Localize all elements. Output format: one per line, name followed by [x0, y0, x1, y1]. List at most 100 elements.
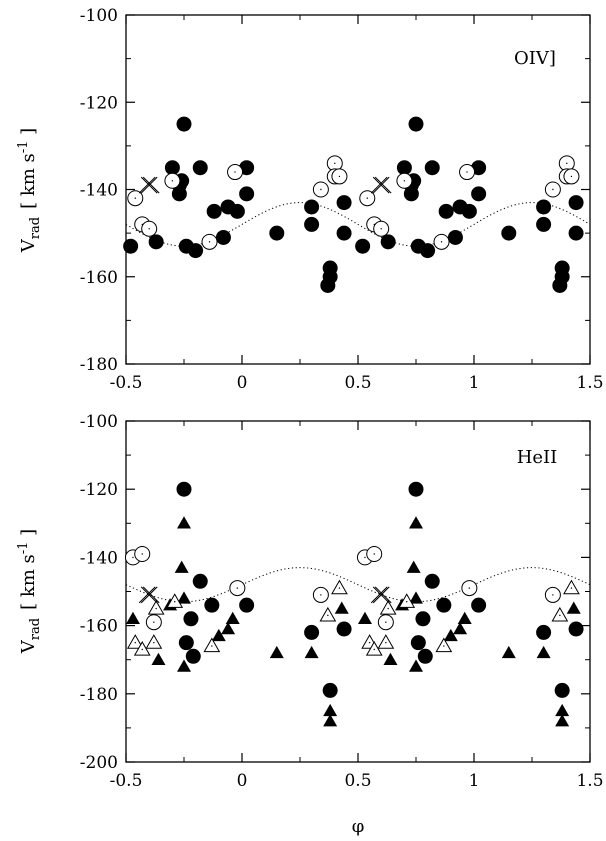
data-point-center-dot [552, 188, 554, 191]
data-point-filled-circle [148, 234, 164, 250]
y-tick-label: -100 [80, 412, 118, 432]
data-point-center-dot [236, 587, 239, 589]
data-point-filled-triangle [221, 622, 236, 635]
plot-frame [125, 420, 591, 763]
data-point-center-dot [153, 641, 155, 644]
data-point-filled-triangle [177, 516, 191, 529]
data-point-open-triangle [145, 634, 163, 649]
data-point-filled-circle [239, 597, 255, 613]
data-point-filled-circle [554, 682, 570, 698]
data-point-filled-circle [336, 225, 352, 241]
data-point-filled-circle [304, 216, 320, 232]
data-point-filled-triangle [443, 628, 458, 642]
y-label-exp: -1 [16, 542, 31, 555]
data-point-filled-circle [185, 648, 201, 664]
data-point-filled-triangle [536, 645, 551, 659]
data-point-filled-triangle [211, 628, 226, 642]
data-point-filled-circle [436, 597, 452, 613]
data-point-filled-triangle [151, 652, 166, 665]
data-point-center-dot [385, 621, 387, 623]
data-point-filled-triangle [323, 714, 338, 727]
data-point-center-dot [234, 171, 236, 173]
data-point-center-dot [320, 594, 322, 596]
data-point-center-dot [570, 175, 573, 178]
data-point-center-dot [440, 241, 443, 243]
data-point-filled-circle [336, 621, 352, 637]
data-point-filled-circle [536, 216, 552, 232]
data-point-open-triangle [551, 606, 569, 622]
data-point-center-dot [208, 241, 211, 243]
data-point-center-dot [385, 641, 387, 644]
cross-stroke [142, 586, 160, 604]
data-point-filled-circle [471, 186, 487, 202]
y-label-main: V [18, 639, 39, 654]
data-point-open-triangle [147, 600, 165, 615]
series-open-circle [127, 155, 580, 250]
data-point-filled-circle [164, 160, 180, 176]
y-tick-label: -160 [80, 268, 118, 288]
data-point-filled-triangle [406, 560, 421, 573]
data-point-center-dot [559, 614, 561, 617]
data-point-center-dot [380, 228, 382, 230]
data-point-filled-circle [408, 116, 424, 132]
data-point-filled-triangle [555, 714, 570, 727]
data-point-open-triangle [379, 600, 397, 615]
data-point-filled-circle [568, 225, 584, 241]
data-point-center-dot [403, 180, 406, 182]
data-point-filled-circle [192, 160, 208, 176]
y-tick-label: -140 [80, 548, 118, 568]
data-point-cross [370, 586, 392, 604]
data-point-filled-triangle [457, 611, 472, 625]
x-axis-label: φ [352, 816, 365, 837]
data-point-filled-triangle [501, 645, 516, 659]
data-point-open-triangle [331, 579, 348, 595]
data-point-filled-circle [471, 597, 487, 613]
data-point-center-dot [171, 180, 174, 182]
data-point-center-dot [406, 601, 408, 603]
data-point-filled-circle [229, 203, 245, 219]
data-point-filled-circle [568, 621, 584, 637]
data-point-filled-triangle [409, 516, 423, 529]
cross-stroke [372, 586, 390, 604]
data-point-open-triangle [398, 593, 416, 608]
x-tick-label: 1.5 [576, 373, 603, 393]
x-tick-label: 0.5 [344, 771, 371, 791]
series-open-circle [124, 545, 561, 631]
data-point-filled-triangle [383, 652, 398, 665]
data-point-open-triangle [563, 579, 580, 595]
data-point-filled-circle [178, 635, 194, 651]
data-point-filled-circle [424, 573, 440, 589]
data-point-center-dot [443, 645, 445, 647]
series-open-triangle [126, 579, 580, 656]
y-axis-label: Vrad [ km s-1 ] [16, 128, 43, 253]
data-point-filled-triangle [409, 659, 423, 672]
data-point-center-dot [141, 648, 143, 651]
data-point-center-dot [364, 556, 366, 559]
data-point-center-dot [148, 228, 150, 230]
data-point-filled-circle [304, 199, 320, 215]
data-point-center-dot [141, 553, 143, 555]
cross-stroke [142, 176, 160, 194]
data-point-filled-circle [123, 238, 139, 254]
data-point-center-dot [468, 587, 471, 589]
data-point-filled-circle [536, 199, 552, 215]
data-point-center-dot [320, 188, 322, 191]
y-tick-label: -140 [80, 181, 118, 201]
panel-annotation: OIV] [514, 48, 556, 69]
y-label-unit: [ km s [18, 554, 39, 610]
data-point-open-triangle [126, 634, 144, 649]
x-tick-label: 0 [237, 373, 248, 393]
data-point-filled-circle [304, 624, 320, 640]
data-point-center-dot [211, 645, 213, 647]
y-tick-label: -180 [80, 355, 118, 375]
data-point-center-dot [334, 162, 336, 165]
data-point-filled-triangle [177, 659, 191, 672]
data-point-open-triangle [377, 634, 395, 649]
data-point-cross [138, 586, 160, 604]
data-point-filled-circle [176, 481, 192, 497]
cross-stroke [374, 586, 392, 604]
data-point-center-dot [373, 553, 375, 555]
data-point-filled-circle [410, 635, 426, 651]
data-point-filled-circle [461, 203, 477, 219]
